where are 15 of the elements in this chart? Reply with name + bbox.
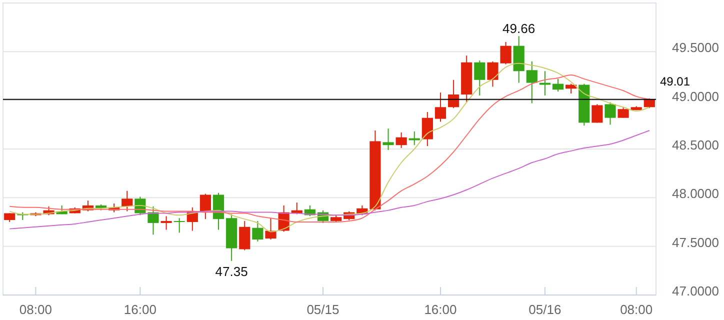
y-tick-label: 47.5000 <box>672 234 719 250</box>
x-tick-label: 05/16 <box>528 302 562 317</box>
annotation: 49.66 <box>502 21 536 36</box>
annotation: 47.35 <box>215 264 248 279</box>
x-tick-label: 16:00 <box>124 302 156 317</box>
y-tick-label: 49.0000 <box>672 88 719 104</box>
x-tick-label: 08:00 <box>19 302 52 317</box>
y-tick-label: 48.0000 <box>672 186 719 202</box>
x-tick-label: 16:00 <box>424 302 457 317</box>
x-tick-label: 05/15 <box>306 302 340 317</box>
y-tick-label: 48.5000 <box>672 137 719 152</box>
ref-line-label: 49.01 <box>660 74 690 88</box>
y-tick-label: 47.0000 <box>672 283 719 298</box>
y-tick-label: 49.5000 <box>672 40 719 56</box>
x-tick-label: 08:00 <box>620 302 653 317</box>
